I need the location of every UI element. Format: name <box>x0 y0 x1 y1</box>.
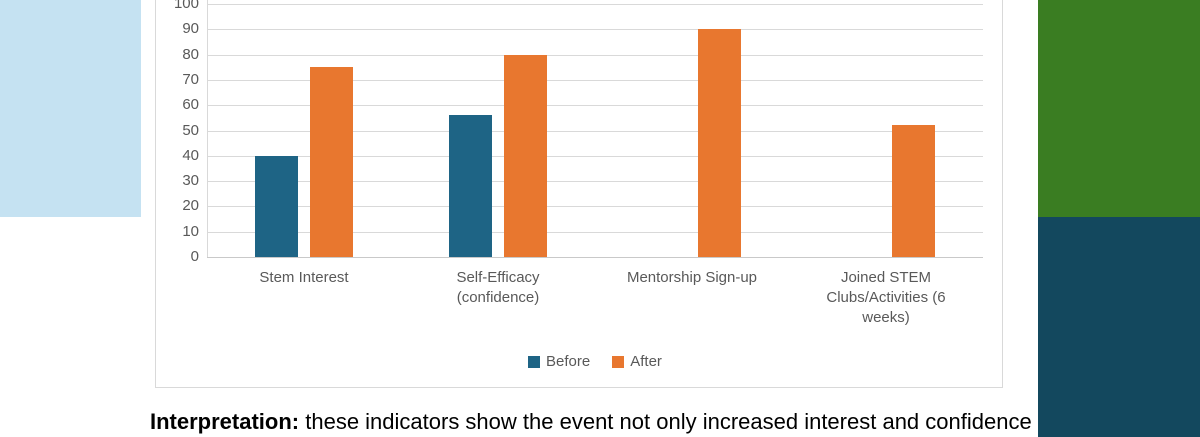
decor-lightblue-rect <box>0 0 141 217</box>
interpretation-label: Interpretation: <box>150 409 300 434</box>
decor-darkblue-rect <box>1038 217 1200 437</box>
interpretation-body: these indicators show the event not only… <box>299 409 1032 434</box>
legend-item-before: Before <box>528 353 590 370</box>
chart-legend: Before After <box>207 353 983 370</box>
legend-item-after: After <box>612 353 662 370</box>
chart-card <box>155 0 1003 388</box>
legend-swatch-icon <box>528 355 541 368</box>
interpretation-text: Interpretation: these indicators show th… <box>150 408 1090 436</box>
decor-green-rect <box>1038 0 1200 217</box>
legend-label: After <box>630 353 662 370</box>
legend-swatch-icon <box>612 355 625 368</box>
legend-label: Before <box>546 353 591 370</box>
